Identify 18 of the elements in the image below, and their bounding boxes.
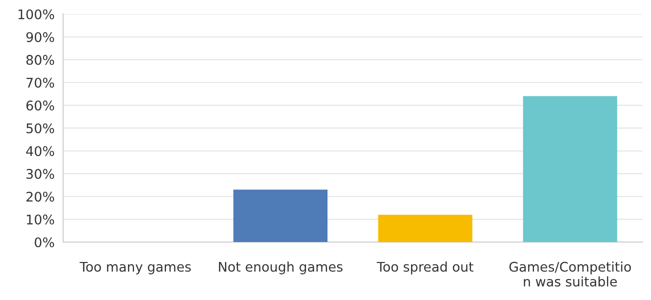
- y-tick-label: 10%: [26, 214, 54, 224]
- y-tick-label: 80%: [26, 54, 54, 65]
- y-tick-label: 20%: [26, 192, 54, 202]
- y-tick-label: 90%: [26, 32, 54, 42]
- y-tick-label: 50%: [26, 123, 54, 134]
- bar: [378, 214, 472, 242]
- y-tick-label: 40%: [26, 146, 54, 156]
- bar: [523, 96, 618, 242]
- x-tick-label: Too many games: [80, 262, 191, 274]
- y-tick-label: 0%: [34, 237, 54, 248]
- x-tick-label: Not enough games: [218, 262, 343, 274]
- x-tick-label: Games/Competition was suitable: [509, 262, 631, 287]
- y-tick-label: 70%: [26, 78, 54, 88]
- x-tick-label: Too spread out: [376, 262, 474, 274]
- y-tick-label: 100%: [18, 9, 54, 20]
- bar: [233, 190, 328, 242]
- y-tick-label: 60%: [26, 100, 54, 110]
- y-tick-label: 30%: [26, 168, 54, 179]
